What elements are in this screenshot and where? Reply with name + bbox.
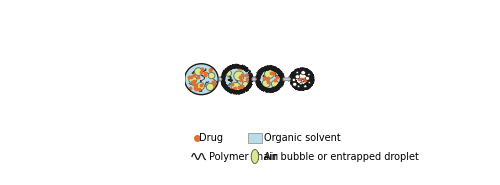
- FancyArrow shape: [283, 76, 291, 82]
- Ellipse shape: [308, 74, 310, 76]
- Ellipse shape: [189, 76, 197, 84]
- Ellipse shape: [208, 72, 215, 79]
- Ellipse shape: [206, 83, 214, 91]
- Ellipse shape: [308, 82, 310, 84]
- Ellipse shape: [194, 68, 202, 75]
- Ellipse shape: [306, 77, 310, 80]
- Ellipse shape: [295, 75, 300, 79]
- FancyArrow shape: [219, 76, 222, 82]
- Ellipse shape: [242, 81, 248, 88]
- Ellipse shape: [225, 70, 232, 76]
- Ellipse shape: [302, 80, 304, 82]
- Ellipse shape: [300, 83, 302, 85]
- Ellipse shape: [223, 66, 252, 92]
- Ellipse shape: [296, 71, 298, 74]
- Ellipse shape: [264, 69, 274, 78]
- Ellipse shape: [304, 85, 307, 88]
- Ellipse shape: [257, 68, 282, 91]
- FancyArrow shape: [252, 76, 256, 82]
- Ellipse shape: [272, 80, 278, 87]
- Ellipse shape: [184, 64, 218, 95]
- Ellipse shape: [262, 80, 270, 88]
- Ellipse shape: [196, 83, 204, 90]
- Ellipse shape: [298, 85, 300, 88]
- Ellipse shape: [292, 83, 297, 86]
- Ellipse shape: [231, 83, 241, 92]
- Ellipse shape: [301, 71, 306, 75]
- Ellipse shape: [292, 78, 296, 81]
- Ellipse shape: [234, 71, 244, 81]
